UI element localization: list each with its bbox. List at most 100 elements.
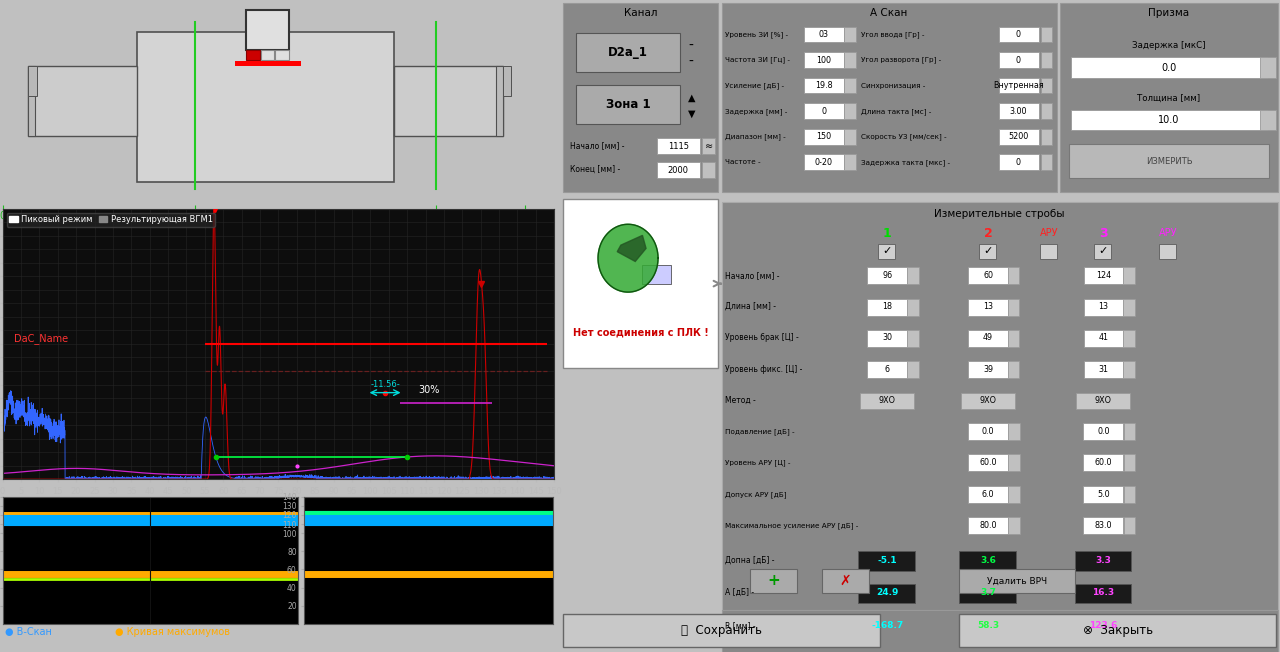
Bar <box>394 66 503 136</box>
Text: D2a_1: D2a_1 <box>608 46 648 59</box>
FancyBboxPatch shape <box>722 3 1056 192</box>
Text: 9ХО: 9ХО <box>979 396 997 405</box>
FancyBboxPatch shape <box>844 129 855 145</box>
FancyBboxPatch shape <box>657 162 700 178</box>
FancyBboxPatch shape <box>908 361 919 378</box>
Text: ИЗМЕРИТЬ: ИЗМЕРИТЬ <box>1146 156 1193 166</box>
FancyBboxPatch shape <box>643 265 671 284</box>
FancyBboxPatch shape <box>1009 454 1020 471</box>
FancyBboxPatch shape <box>1124 517 1135 534</box>
FancyBboxPatch shape <box>1158 244 1176 259</box>
Bar <box>495 66 503 136</box>
FancyBboxPatch shape <box>750 569 797 593</box>
FancyBboxPatch shape <box>1083 486 1123 503</box>
FancyBboxPatch shape <box>1007 299 1019 316</box>
FancyBboxPatch shape <box>998 155 1038 170</box>
Text: 24.9: 24.9 <box>876 588 899 597</box>
FancyBboxPatch shape <box>969 299 1007 316</box>
Text: 0.0: 0.0 <box>1097 427 1110 436</box>
FancyBboxPatch shape <box>908 299 919 316</box>
FancyBboxPatch shape <box>959 584 1015 603</box>
Text: Начало [мм] -: Начало [мм] - <box>724 271 780 280</box>
FancyBboxPatch shape <box>804 104 844 119</box>
FancyBboxPatch shape <box>1041 78 1052 93</box>
FancyBboxPatch shape <box>969 330 1007 347</box>
FancyBboxPatch shape <box>968 454 1007 471</box>
Bar <box>275 50 288 60</box>
Text: -5.1: -5.1 <box>877 556 897 565</box>
FancyBboxPatch shape <box>868 361 908 378</box>
FancyBboxPatch shape <box>804 129 844 145</box>
Text: Уровень фикс. [Ц] -: Уровень фикс. [Ц] - <box>724 364 803 374</box>
Text: 39: 39 <box>983 364 993 374</box>
FancyBboxPatch shape <box>868 299 908 316</box>
Text: Задержка [мкС]: Задержка [мкС] <box>1133 41 1206 50</box>
Text: Призма: Призма <box>1148 8 1189 18</box>
FancyBboxPatch shape <box>1260 110 1276 130</box>
Text: А [дБ] -: А [дБ] - <box>724 588 754 597</box>
FancyBboxPatch shape <box>1260 57 1276 78</box>
Text: 60: 60 <box>983 271 993 280</box>
FancyBboxPatch shape <box>969 361 1007 378</box>
FancyBboxPatch shape <box>657 138 700 154</box>
Text: Зона 1: Зона 1 <box>605 98 650 111</box>
FancyBboxPatch shape <box>859 616 915 636</box>
FancyBboxPatch shape <box>908 330 919 347</box>
Text: Начало [мм] -: Начало [мм] - <box>570 141 625 150</box>
Text: ✓: ✓ <box>883 246 892 256</box>
Text: -: - <box>689 38 694 53</box>
Text: 60.0: 60.0 <box>979 458 997 467</box>
Text: Внутренная: Внутренная <box>993 81 1043 90</box>
FancyBboxPatch shape <box>1041 129 1052 145</box>
Text: ⊗  Закрыть: ⊗ Закрыть <box>1083 624 1153 637</box>
Text: 18: 18 <box>882 302 892 311</box>
FancyBboxPatch shape <box>1083 423 1123 440</box>
FancyBboxPatch shape <box>969 267 1007 284</box>
FancyBboxPatch shape <box>1041 52 1052 68</box>
FancyBboxPatch shape <box>860 393 914 409</box>
Text: Частота ЗИ [Гц] -: Частота ЗИ [Гц] - <box>724 57 790 63</box>
FancyBboxPatch shape <box>1041 155 1052 170</box>
Text: Допуск АРУ [дБ]: Допуск АРУ [дБ] <box>724 491 787 497</box>
FancyBboxPatch shape <box>576 85 681 124</box>
FancyBboxPatch shape <box>1075 551 1130 570</box>
Text: Длина [мм] -: Длина [мм] - <box>724 302 776 311</box>
Polygon shape <box>617 235 646 261</box>
FancyBboxPatch shape <box>722 610 1277 652</box>
Text: 31: 31 <box>1098 364 1108 374</box>
Text: 0-20: 0-20 <box>815 158 833 167</box>
Text: 30%: 30% <box>419 385 439 394</box>
FancyBboxPatch shape <box>998 78 1038 93</box>
FancyBboxPatch shape <box>804 52 844 68</box>
Text: 16.3: 16.3 <box>1092 588 1115 597</box>
Text: АРУ: АРУ <box>1041 228 1059 239</box>
Bar <box>503 66 511 96</box>
Text: 1115: 1115 <box>668 141 689 151</box>
Text: Частоте -: Частоте - <box>724 159 760 165</box>
FancyBboxPatch shape <box>563 614 881 647</box>
Bar <box>28 66 137 136</box>
Bar <box>236 61 301 66</box>
Text: 41: 41 <box>1098 333 1108 342</box>
Text: 30: 30 <box>882 333 892 342</box>
Text: Задержка [мм] -: Задержка [мм] - <box>724 108 787 115</box>
Text: 3.3: 3.3 <box>1096 556 1111 565</box>
Text: 3.7: 3.7 <box>980 588 996 597</box>
FancyBboxPatch shape <box>563 199 718 368</box>
FancyBboxPatch shape <box>1124 361 1135 378</box>
Text: 0: 0 <box>1016 158 1021 167</box>
Text: Синхронизация -: Синхронизация - <box>860 83 925 89</box>
FancyBboxPatch shape <box>1041 104 1052 119</box>
FancyBboxPatch shape <box>1060 3 1277 192</box>
Text: 3.6: 3.6 <box>980 556 996 565</box>
FancyBboxPatch shape <box>1009 486 1020 503</box>
FancyBboxPatch shape <box>1083 454 1123 471</box>
FancyBboxPatch shape <box>1094 244 1111 259</box>
Text: 13: 13 <box>1098 302 1108 311</box>
Text: -168.7: -168.7 <box>872 621 904 630</box>
Text: 5.0: 5.0 <box>1097 490 1110 499</box>
FancyBboxPatch shape <box>1075 616 1130 636</box>
Text: Конец [мм] -: Конец [мм] - <box>570 165 621 174</box>
FancyBboxPatch shape <box>1071 110 1267 130</box>
Text: ● B-Скан: ● B-Скан <box>5 627 52 637</box>
